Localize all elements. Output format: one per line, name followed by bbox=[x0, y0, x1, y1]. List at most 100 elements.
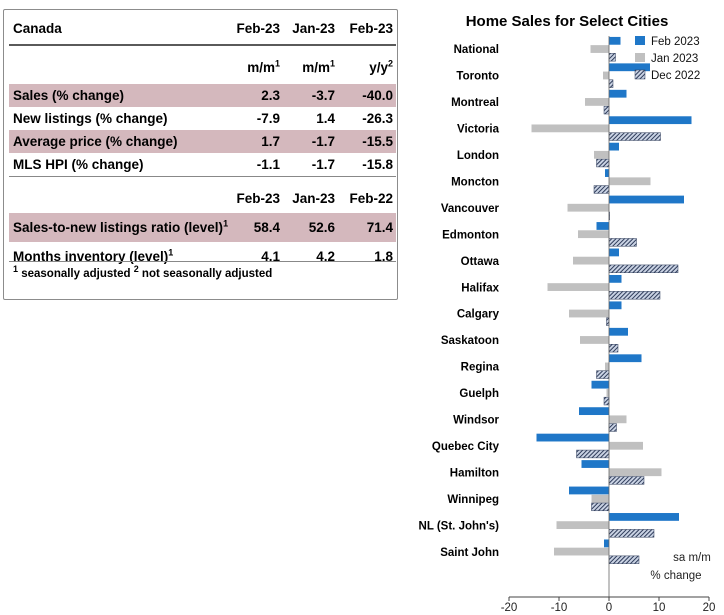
bar-feb-2023 bbox=[609, 89, 627, 98]
category-label: Saskatoon bbox=[441, 335, 499, 347]
col-header: Jan-23 bbox=[292, 21, 335, 36]
cell: 4.1 bbox=[261, 249, 280, 264]
x-tick-label: -10 bbox=[551, 602, 568, 614]
row-label: New listings (% change) bbox=[13, 111, 168, 126]
bar-dec-2022 bbox=[608, 476, 645, 485]
category-label: London bbox=[457, 150, 499, 162]
category-label: Edmonton bbox=[442, 229, 499, 241]
row-label: Average price (% change) bbox=[13, 134, 178, 149]
col-header: Feb-23 bbox=[236, 21, 280, 36]
bar-jan-2023 bbox=[606, 388, 609, 397]
bar-dec-2022 bbox=[608, 79, 614, 88]
bar-feb-2023 bbox=[609, 327, 628, 336]
table-rule bbox=[9, 44, 396, 46]
cell: 4.2 bbox=[316, 249, 335, 264]
cell: -15.5 bbox=[362, 134, 393, 149]
bars-layer bbox=[531, 36, 692, 564]
axis-annotation: sa m/m % change bbox=[650, 552, 710, 582]
bar-feb-2023 bbox=[609, 63, 650, 72]
table-row: MLS HPI (% change) -1.1 -1.7 -15.8 bbox=[9, 153, 396, 176]
cell: -40.0 bbox=[362, 88, 393, 103]
bar-dec-2022 bbox=[603, 396, 610, 406]
cell: 1.7 bbox=[261, 134, 280, 149]
table-row: New listings (% change) -7.9 1.4 -26.3 bbox=[9, 107, 396, 130]
legend: Feb 2023 Jan 2023 Dec 2022 bbox=[634, 36, 700, 82]
category-label: Victoria bbox=[457, 124, 500, 136]
bar-feb-2023 bbox=[609, 195, 684, 204]
annotation-line: sa m/m bbox=[673, 552, 711, 564]
bar-dec-2022 bbox=[608, 529, 655, 538]
category-label: Regina bbox=[461, 362, 500, 374]
bar-jan-2023 bbox=[580, 336, 609, 344]
col-header: Feb-22 bbox=[349, 191, 393, 206]
x-tick-label: 20 bbox=[703, 602, 716, 614]
cell: -15.8 bbox=[362, 157, 393, 172]
category-label: Winnipeg bbox=[447, 494, 499, 506]
category-label: Saint John bbox=[440, 547, 499, 559]
bar-jan-2023 bbox=[578, 230, 609, 239]
category-label: Halifax bbox=[461, 282, 499, 294]
bar-jan-2023 bbox=[569, 309, 609, 318]
table-rule bbox=[9, 261, 396, 262]
bar-dec-2022 bbox=[608, 423, 617, 432]
legend-swatch bbox=[635, 36, 645, 45]
bar-jan-2023 bbox=[609, 415, 627, 424]
legend-label: Jan 2023 bbox=[651, 53, 698, 65]
category-label: Vancouver bbox=[441, 203, 500, 215]
x-tick-label: 0 bbox=[606, 602, 612, 614]
bar-dec-2022 bbox=[608, 132, 661, 141]
bar-dec-2022 bbox=[576, 449, 610, 459]
table-row: Sales-to-new listings ratio (level)1 58.… bbox=[9, 213, 396, 242]
legend-swatch bbox=[635, 53, 645, 62]
bar-jan-2023 bbox=[554, 547, 609, 556]
bar-jan-2023 bbox=[609, 177, 651, 186]
bar-feb-2023 bbox=[596, 222, 609, 230]
bar-jan-2023 bbox=[531, 124, 609, 133]
bar-dec-2022 bbox=[596, 158, 610, 168]
col-header: Feb-23 bbox=[349, 21, 393, 36]
bar-dec-2022 bbox=[596, 370, 610, 379]
cell: -7.9 bbox=[256, 111, 280, 126]
table-footnote: 1 seasonally adjusted 2 not seasonally a… bbox=[13, 264, 273, 280]
cell: 52.6 bbox=[308, 220, 335, 235]
category-label: National bbox=[454, 44, 499, 56]
table-header-row: Canada Feb-23 Jan-23 Feb-23 bbox=[9, 14, 396, 44]
bar-dec-2022 bbox=[608, 555, 640, 564]
x-tick-label: 10 bbox=[653, 602, 666, 614]
cell: 2.3 bbox=[261, 88, 280, 103]
legend-label: Feb 2023 bbox=[651, 36, 700, 48]
category-label: Toronto bbox=[456, 71, 499, 83]
legend-swatch bbox=[634, 69, 646, 80]
bar-feb-2023 bbox=[581, 460, 609, 468]
bar-jan-2023 bbox=[573, 256, 609, 265]
col-header: Feb-23 bbox=[236, 191, 280, 206]
category-label: Calgary bbox=[457, 309, 500, 321]
table-row: Sales (% change) 2.3 -3.7 -40.0 bbox=[9, 84, 396, 107]
category-label: NL (St. John's) bbox=[419, 520, 500, 532]
bar-feb-2023 bbox=[591, 380, 609, 389]
cell: -1.1 bbox=[256, 157, 280, 172]
bar-jan-2023 bbox=[556, 521, 609, 530]
bar-feb-2023 bbox=[609, 513, 679, 521]
category-labels: National Toronto Montreal Victoria London Mon… bbox=[419, 44, 500, 559]
bar-dec-2022 bbox=[603, 105, 610, 115]
cell: -3.7 bbox=[311, 88, 335, 103]
cell: -1.7 bbox=[311, 134, 335, 149]
bar-dec-2022 bbox=[608, 238, 637, 247]
bar-feb-2023 bbox=[609, 274, 622, 283]
bar-feb-2023 bbox=[609, 142, 619, 151]
cell: -26.3 bbox=[362, 111, 393, 126]
bar-jan-2023 bbox=[591, 494, 609, 503]
bar-dec-2022 bbox=[593, 185, 610, 194]
bar-jan-2023 bbox=[603, 71, 609, 80]
x-axis: -20 -10 0 10 20 bbox=[501, 36, 716, 614]
bar-feb-2023 bbox=[609, 248, 619, 257]
region-label: Canada bbox=[13, 21, 62, 36]
bar-dec-2022 bbox=[608, 291, 661, 300]
bar-jan-2023 bbox=[594, 150, 609, 159]
bar-jan-2023 bbox=[609, 468, 662, 477]
cell: 71.4 bbox=[366, 220, 393, 235]
bar-dec-2022 bbox=[608, 344, 619, 353]
bar-jan-2023 bbox=[585, 98, 609, 106]
row-label: Sales-to-new listings ratio (level)1 bbox=[13, 218, 229, 235]
